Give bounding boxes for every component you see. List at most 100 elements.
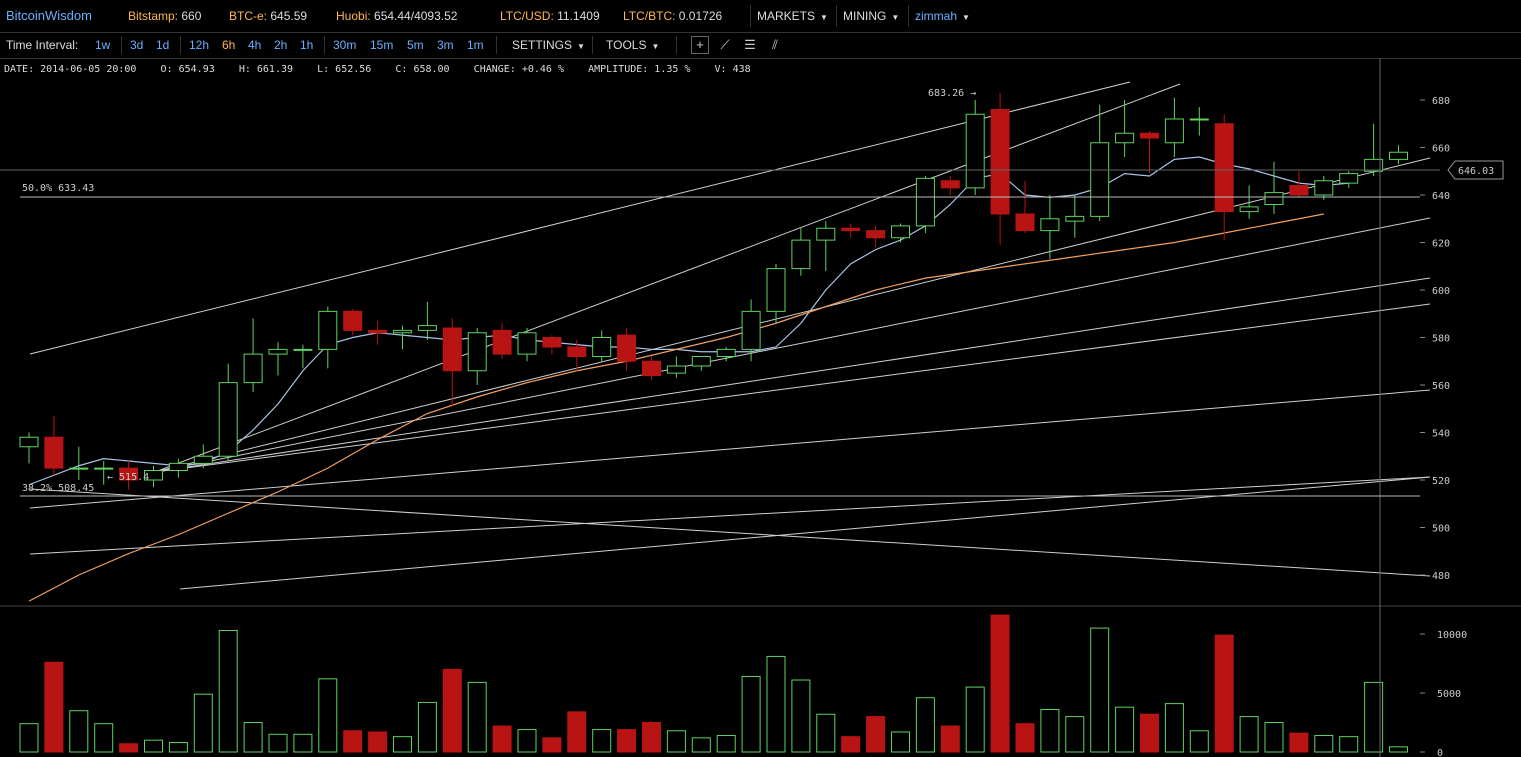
candle-body — [940, 180, 960, 189]
settings-menu[interactable]: SETTINGS ▼ — [512, 38, 585, 52]
line-tool-icon[interactable]: ⟋ — [720, 37, 730, 52]
candle-body — [766, 268, 786, 312]
brand-logo[interactable]: BitcoinWisdom — [6, 8, 92, 23]
volume-bar — [1314, 734, 1334, 753]
crosshair-tool-icon[interactable]: + — [691, 36, 709, 54]
volume-bar — [442, 668, 462, 753]
ticker-huobi[interactable]: Huobi: 654.44/4093.52 — [336, 9, 457, 23]
candle — [1015, 180, 1035, 233]
interval-5m[interactable]: 5m — [407, 38, 424, 52]
fan-tool-icon[interactable]: ⫽ — [772, 37, 778, 52]
candle — [940, 176, 960, 195]
candle-body — [243, 353, 263, 384]
volume-bar — [69, 710, 89, 753]
info-low: L: 652.56 — [317, 64, 372, 75]
candle-body — [891, 225, 910, 239]
interval-2h[interactable]: 2h — [274, 38, 288, 52]
candle-body — [1314, 180, 1334, 196]
volume-bar — [243, 722, 263, 753]
interval-15m[interactable]: 15m — [370, 38, 394, 52]
price-chart[interactable]: 480 500 520 540 560 580 600 620 640 660 680 0 5000 1… — [0, 58, 1521, 757]
interval-1m[interactable]: 1m — [467, 38, 484, 52]
candle — [666, 356, 686, 378]
info-open: O: 654.93 — [160, 64, 215, 75]
caret-down-icon: ▼ — [962, 13, 970, 22]
candle-body — [1065, 215, 1085, 222]
volume-bar — [1040, 709, 1060, 753]
candle — [965, 100, 985, 195]
divider — [676, 36, 677, 54]
info-date: DATE: 2014-06-05 20:00 — [4, 64, 137, 75]
price-tick-label: 500 — [1432, 524, 1450, 535]
mining-menu[interactable]: MINING ▼ — [836, 5, 905, 27]
channel-tool-icon[interactable]: ☰ — [744, 37, 756, 52]
candle — [144, 465, 163, 488]
candle-body — [1015, 213, 1035, 232]
volume-bar — [940, 725, 960, 753]
ticker-label: LTC/USD: — [500, 9, 554, 23]
user-menu[interactable]: zimmah ▼ — [908, 5, 976, 27]
price-tick-label: 480 — [1432, 571, 1450, 582]
candle — [990, 92, 1010, 245]
divider — [324, 36, 325, 54]
caret-down-icon: ▼ — [891, 13, 900, 22]
candle — [1389, 145, 1408, 165]
moving-averages — [28, 156, 1349, 602]
ma-fast-line — [28, 156, 1349, 486]
price-tick-label: 540 — [1432, 429, 1450, 440]
candle-body — [642, 360, 661, 376]
markets-menu[interactable]: MARKETS ▼ — [750, 5, 834, 27]
price-axis: 480 500 520 540 560 580 600 620 640 660 680 — [1420, 96, 1450, 582]
ticker-ltcbtc[interactable]: LTC/BTC: 0.01726 — [623, 9, 722, 23]
trend-line — [154, 277, 1431, 473]
interval-1d[interactable]: 1d — [156, 38, 170, 52]
candle-body — [517, 332, 537, 355]
candle — [1090, 104, 1110, 222]
interval-12h[interactable]: 12h — [189, 38, 210, 52]
volume-bar — [343, 730, 363, 753]
interval-4h[interactable]: 4h — [248, 38, 262, 52]
candle-body — [1364, 158, 1384, 172]
volume-bar — [691, 737, 711, 753]
candle — [293, 344, 313, 369]
tools-menu[interactable]: TOOLS ▼ — [606, 38, 659, 52]
candle-body — [866, 230, 886, 239]
info-change: CHANGE: +0.46 % — [473, 64, 564, 75]
volume-bar — [417, 701, 437, 753]
candlestick-series — [19, 92, 1408, 490]
candle-body — [492, 329, 512, 355]
ticker-ltcusd[interactable]: LTC/USD: 11.1409 — [500, 9, 600, 23]
interval-6h[interactable]: 6h — [222, 38, 236, 52]
volume-bar — [467, 681, 487, 753]
candle — [617, 328, 637, 371]
volume-bar — [567, 711, 587, 753]
candle-body — [1164, 118, 1184, 144]
trend-line — [29, 488, 1431, 577]
interval-30m[interactable]: 30m — [333, 38, 357, 52]
candle — [119, 461, 139, 490]
price-tick-label: 600 — [1432, 286, 1450, 297]
time-interval-label: Time Interval: — [6, 38, 79, 52]
ticker-bitstamp[interactable]: Bitstamp: 660 — [128, 9, 201, 23]
candle-body — [343, 310, 363, 331]
ticker-btce[interactable]: BTC-e: 645.59 — [229, 9, 307, 23]
candle — [791, 228, 811, 276]
price-tag-frame — [1447, 160, 1504, 180]
interval-1w[interactable]: 1w — [95, 38, 111, 52]
candle-body — [1264, 192, 1284, 205]
candle — [1314, 176, 1334, 200]
user-menu-label: zimmah — [915, 9, 958, 23]
volume-bar — [218, 629, 238, 753]
candle — [1339, 171, 1359, 188]
candle-body — [542, 337, 562, 348]
candle-body — [1389, 151, 1408, 160]
interval-3d[interactable]: 3d — [130, 38, 144, 52]
volume-tick-label: 10000 — [1437, 630, 1467, 641]
interval-3m[interactable]: 3m — [437, 38, 454, 52]
trend-line — [154, 303, 1431, 473]
candle-body — [741, 310, 761, 350]
interval-1h[interactable]: 1h — [300, 38, 314, 52]
candle — [343, 309, 363, 336]
volume-bar — [517, 729, 537, 753]
volume-bar — [1264, 722, 1284, 753]
